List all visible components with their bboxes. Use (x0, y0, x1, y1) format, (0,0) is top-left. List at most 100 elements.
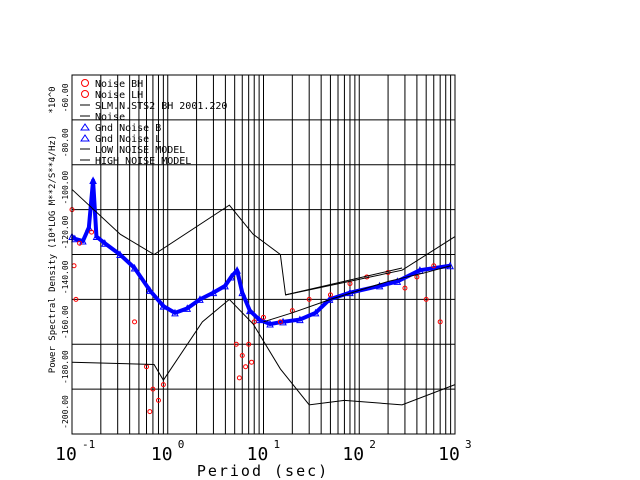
data-point-triangle (171, 308, 179, 317)
data-point-circle (150, 386, 156, 392)
data-point-triangle (227, 272, 236, 281)
y-tick-label: -180.00 (61, 350, 70, 384)
x-tick-exponent: 3 (465, 438, 472, 451)
y-axis-label: Power Spectral Density (10*LOG M**2/S**4… (48, 135, 58, 373)
series-line (71, 189, 456, 296)
y-tick-label: -100.00 (61, 171, 70, 205)
data-point-circle (147, 409, 153, 415)
x-tick-label: 10 (151, 444, 173, 465)
data-point-circle (251, 319, 257, 325)
data-point-circle (249, 359, 255, 365)
y-tick-label: -80.00 (61, 128, 70, 157)
legend-label: Gnd Noise L (95, 134, 161, 145)
data-point-triangle (196, 295, 204, 303)
y-tick-label: -120.00 (61, 215, 70, 249)
data-point-triangle (183, 304, 192, 312)
y-tick-label: -200.00 (61, 395, 70, 429)
y-multiplier: *10^0 (48, 86, 58, 113)
x-axis-label: Period (sec) (197, 462, 329, 480)
data-marks (68, 176, 456, 415)
grid (71, 74, 455, 435)
legend-label: HIGH NOISE MODEL (95, 156, 191, 167)
data-point-circle (71, 263, 77, 269)
legend-circle-icon (81, 79, 89, 87)
data-point-triangle (375, 281, 384, 290)
legend-item: Noise BH (81, 79, 143, 90)
legend-label: LOW NOISE MODEL (95, 145, 185, 156)
data-point-circle (437, 319, 443, 325)
legend-circle-icon (81, 90, 89, 98)
data-point-triangle (255, 315, 263, 324)
data-point-circle (306, 296, 312, 302)
data-point-circle (243, 364, 249, 370)
plot-frame (71, 74, 456, 435)
data-point-triangle (209, 288, 218, 297)
x-tick-label: 10 (342, 444, 364, 465)
data-point-circle (402, 285, 408, 291)
data-point-triangle (146, 286, 154, 294)
legend-item: LOW NOISE MODEL (80, 145, 185, 156)
x-tick-label: 10 (55, 444, 77, 465)
data-point-circle (233, 341, 239, 347)
legend-item: Gnd Noise B (80, 123, 161, 134)
data-point-triangle (233, 266, 241, 274)
legend-item: Gnd Noise L (80, 134, 161, 145)
data-point-circle (327, 292, 333, 298)
legend-item: Noise (80, 112, 125, 123)
data-point-triangle (100, 239, 109, 247)
legend-item: Noise LH (81, 90, 143, 101)
series-gnd-noise-b (70, 178, 451, 327)
data-point-triangle (446, 261, 454, 270)
legend-label: Gnd Noise B (95, 123, 161, 134)
series-line (263, 265, 451, 323)
x-tick-exponent: 2 (369, 438, 376, 451)
series-line (71, 298, 456, 406)
y-tick-label: -60.00 (61, 83, 70, 112)
data-point-circle (261, 314, 266, 320)
data-point-triangle (246, 306, 254, 315)
data-point-triangle (71, 234, 79, 243)
data-point-triangle (79, 236, 87, 245)
data-point-circle (239, 352, 245, 358)
data-point-circle (423, 296, 429, 302)
data-point-circle (89, 229, 95, 235)
legend-item: SLM.N.STS2 BH 2001.220 (80, 101, 227, 112)
y-tick-label: -160.00 (61, 305, 70, 339)
data-point-circle (160, 382, 166, 388)
data-point-circle (431, 263, 437, 269)
data-point-triangle (221, 281, 229, 290)
data-point-triangle (92, 232, 101, 241)
data-point-triangle (159, 301, 168, 310)
legend-label: SLM.N.STS2 BH 2001.220 (95, 101, 227, 112)
y-tick-label: -140.00 (61, 260, 70, 294)
data-point-triangle (238, 288, 247, 297)
legend-triangle-icon (80, 123, 90, 131)
data-point-triangle (116, 250, 124, 258)
data-point-triangle (279, 317, 287, 326)
data-point-circle (277, 319, 283, 325)
data-point-triangle (393, 277, 402, 285)
legend-label: Noise BH (95, 79, 143, 90)
data-point-circle (236, 375, 242, 381)
x-tick-exponent: 0 (178, 438, 185, 451)
data-point-circle (77, 240, 83, 246)
data-point-triangle (85, 223, 93, 232)
data-point-circle (73, 296, 79, 302)
x-tick-exponent: 1 (274, 438, 281, 451)
axes: 10 -1 10 0 10 1 10 2 10 3 -200.00 -180.00 -160.00 -14… (55, 74, 472, 465)
legend-label: Noise (95, 112, 125, 123)
data-point-triangle (130, 263, 139, 272)
legend-item: HIGH NOISE MODEL (80, 156, 191, 167)
data-point-triangle (89, 176, 97, 184)
legend-label: Noise LH (95, 90, 143, 101)
data-point-triangle (296, 315, 304, 324)
data-point-circle (132, 319, 138, 325)
data-point-triangle (311, 308, 320, 317)
data-point-circle (155, 397, 161, 403)
x-tick-label: 10 (438, 444, 460, 465)
x-tick-label: 10 (247, 444, 269, 465)
data-point-triangle (416, 266, 424, 274)
legend-triangle-icon (80, 134, 90, 142)
